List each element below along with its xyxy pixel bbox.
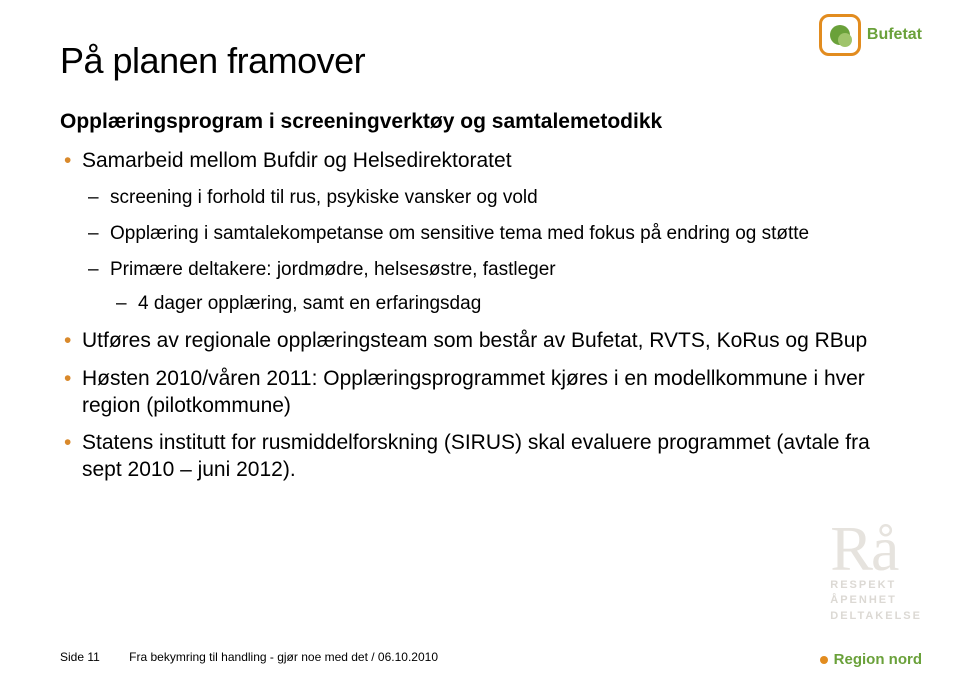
region-label: Region nord	[834, 651, 922, 668]
subtitle: Opplæringsprogram i screeningverktøy og …	[60, 110, 900, 134]
footer-note: Fra bekymring til handling - gjør noe me…	[129, 650, 438, 664]
bullet-item: Statens institutt for rusmiddelforskning…	[60, 430, 900, 484]
subsub-item: 4 dager opplæring, samt en erfaringsdag	[110, 292, 900, 317]
sub-text: Primære deltakere: jordmødre, helsesøstr…	[110, 259, 556, 280]
sub-item: screening i forhold til rus, psykiske va…	[82, 185, 900, 210]
logo-region: Region nord	[820, 651, 922, 668]
slide: Bufetat På planen framover Opplæringspro…	[0, 0, 960, 684]
bullet-text: Samarbeid mellom Bufdir og Helsedirektor…	[82, 149, 512, 172]
sub-item: Primære deltakere: jordmødre, helsesøstr…	[82, 257, 900, 317]
watermark-line: DELTAKELSE	[830, 609, 922, 624]
page-title: På planen framover	[60, 40, 900, 82]
region-dot-icon	[820, 656, 828, 664]
bullet-item: Utføres av regionale opplæringsteam som …	[60, 328, 900, 355]
bullet-list: Samarbeid mellom Bufdir og Helsedirektor…	[60, 148, 900, 484]
watermark-line: ÅPENHET	[830, 593, 922, 608]
sub-list: screening i forhold til rus, psykiske va…	[82, 185, 900, 317]
footer: Side 11 Fra bekymring til handling - gjø…	[60, 650, 438, 664]
watermark: Rå RESPEKT ÅPENHET DELTAKELSE	[830, 523, 922, 624]
bufetat-mark-icon	[819, 14, 861, 56]
bufetat-label: Bufetat	[867, 26, 922, 44]
bullet-item: Samarbeid mellom Bufdir og Helsedirektor…	[60, 148, 900, 317]
watermark-line: RESPEKT	[830, 578, 922, 593]
bullet-item: Høsten 2010/våren 2011: Opplæringsprogra…	[60, 366, 900, 420]
watermark-big: Rå	[830, 523, 922, 574]
sub-item: Opplæring i samtalekompetanse om sensiti…	[82, 221, 900, 246]
subsub-list: 4 dager opplæring, samt en erfaringsdag	[110, 292, 900, 317]
page-number: Side 11	[60, 650, 100, 664]
watermark-lines: RESPEKT ÅPENHET DELTAKELSE	[830, 578, 922, 624]
logo-bufetat: Bufetat	[819, 14, 922, 56]
